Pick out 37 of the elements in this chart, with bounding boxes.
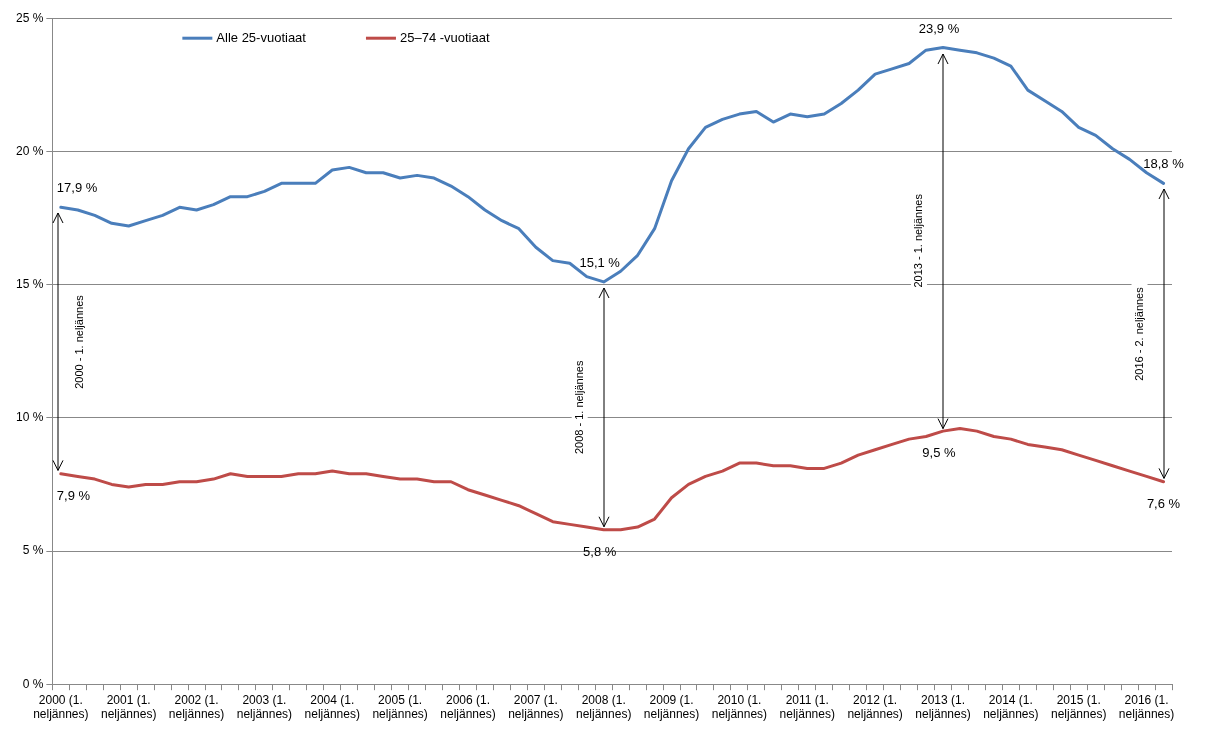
x-tick-label: 2013 (1. neljännes) (915, 692, 971, 722)
x-tick-label: 2014 (1. neljännes) (983, 692, 1039, 722)
data-label: 5,8 % (583, 543, 617, 559)
data-label: 7,6 % (1146, 495, 1181, 511)
x-tick-label: 2016 (1. neljännes) (1118, 692, 1175, 722)
legend-label: Alle 25-vuotiaat (216, 29, 307, 45)
x-tick-label: 2003 (1. neljännes) (236, 692, 293, 722)
annotation: 2008 - 1. neljännes (572, 360, 585, 455)
x-tick-label: 2011 (1. neljännes) (779, 692, 835, 722)
x-tick-label: 2002 (1. neljännes) (168, 692, 225, 722)
x-tick-label: 2006 (1. neljännes) (440, 692, 496, 722)
annotation: 2016 - 2. neljännes (1132, 286, 1145, 381)
legend-label: 25–74 -vuotiaat (399, 29, 490, 45)
data-label: 15,1 % (579, 255, 621, 271)
annotation: 2000 - 1. neljännes (72, 294, 85, 389)
y-tick-label: 5 % (22, 543, 44, 558)
x-tick-label: 2007 (1. neljännes) (508, 692, 564, 722)
x-tick-label: 2004 (1. neljännes) (304, 692, 360, 722)
y-tick-label: 25 % (15, 10, 44, 25)
y-tick-label: 20 % (15, 143, 44, 158)
x-tick-label: 2001 (1. neljännes) (101, 692, 157, 722)
x-tick-label: 2012 (1. neljännes) (847, 692, 903, 722)
x-tick-label: 2009 (1. neljännes) (643, 692, 700, 722)
data-label: 9,5 % (922, 445, 957, 461)
x-tick-label: 2015 (1. neljännes) (1051, 692, 1107, 722)
x-tick-label: 2000 (1. neljännes) (33, 692, 89, 722)
data-label: 17,9 % (56, 180, 98, 196)
data-label: 18,8 % (1143, 156, 1185, 172)
y-tick-label: 10 % (15, 410, 44, 425)
x-tick-label: 2005 (1. neljännes) (372, 692, 428, 722)
x-tick-label: 2008 (1. neljännes) (576, 692, 632, 722)
y-tick-label: 0 % (22, 676, 44, 691)
annotation: 2013 - 1. neljännes (912, 193, 925, 288)
y-tick-label: 15 % (15, 276, 44, 291)
data-label: 7,9 % (56, 487, 91, 503)
x-tick-label: 2010 (1. neljännes) (711, 692, 768, 722)
data-label: 23,9 % (918, 20, 960, 36)
